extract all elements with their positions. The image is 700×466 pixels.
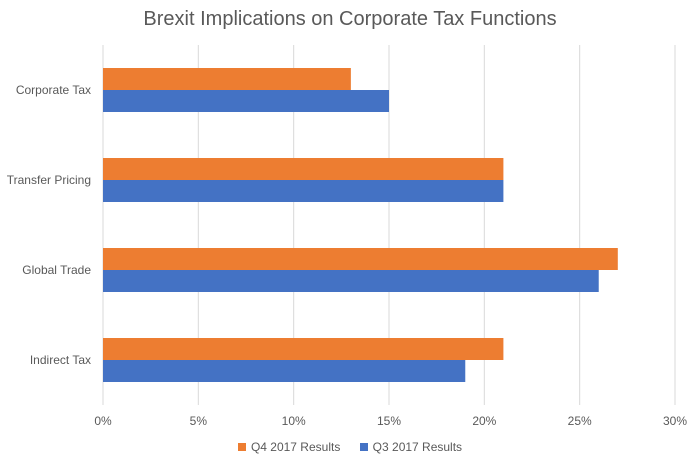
x-tick-label-3: 15% [377,414,401,428]
category-label-2: Global Trade [22,263,91,277]
legend: Q4 2017 Results Q3 2017 Results [0,440,700,454]
bar-q4-2 [103,248,618,270]
bar-q3-1 [103,180,504,202]
x-tick-label-4: 20% [472,414,496,428]
legend-swatch-q4 [237,443,246,451]
category-label-1: Transfer Pricing [7,173,91,187]
bar-q3-0 [103,90,389,112]
x-tick-label-2: 10% [282,414,306,428]
x-tick-label-6: 30% [663,414,687,428]
bar-q3-3 [103,360,466,382]
chart-title: Brexit Implications on Corporate Tax Fun… [143,8,557,30]
legend-item-q3: Q3 2017 Results [359,440,463,454]
legend-item-q4: Q4 2017 Results [237,440,341,454]
category-label-0: Corporate Tax [16,83,91,97]
legend-label-q4: Q4 2017 Results [250,440,341,454]
legend-label-q3: Q3 2017 Results [372,440,463,454]
bar-q3-2 [103,270,599,292]
bar-q4-0 [103,68,351,90]
x-tick-label-5: 25% [568,414,592,428]
bar-q4-3 [103,338,504,360]
legend-swatch-q3 [359,443,368,451]
x-tick-label-1: 5% [190,414,208,428]
x-tick-label-0: 0% [94,414,112,428]
bar-q4-1 [103,158,504,180]
category-label-3: Indirect Tax [30,353,91,367]
